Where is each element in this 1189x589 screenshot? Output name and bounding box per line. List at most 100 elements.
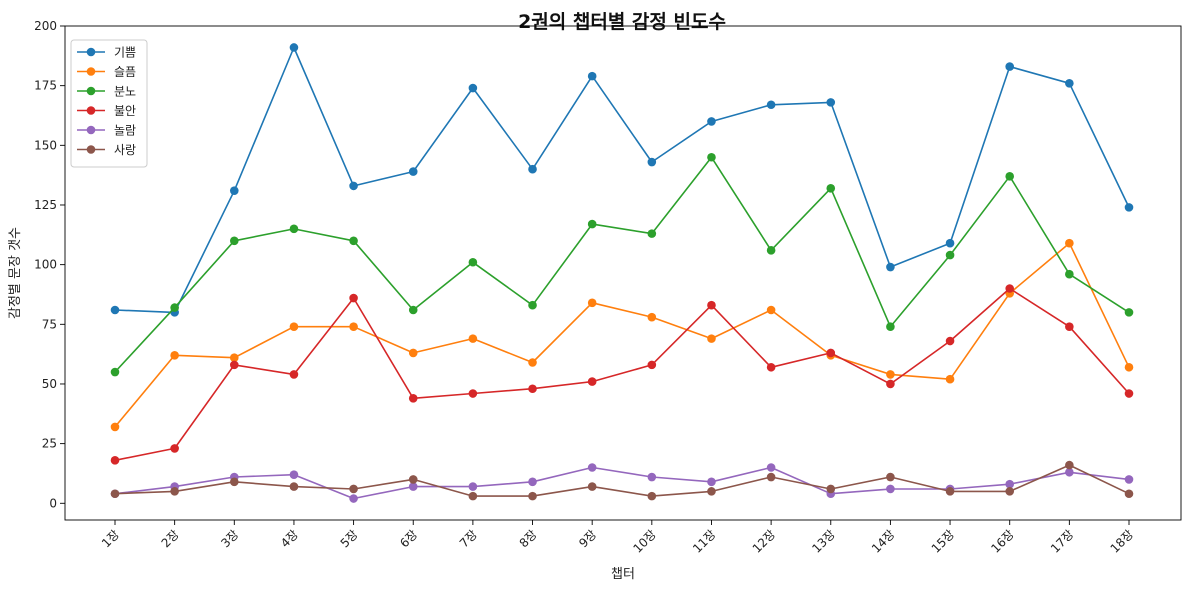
data-point (528, 358, 537, 367)
series-line (114, 287, 1130, 462)
data-point (229, 353, 239, 363)
data-point (289, 224, 299, 234)
data-point (1124, 362, 1134, 372)
data-point (587, 71, 597, 81)
data-point (886, 484, 895, 494)
x-tick-label: 5장 (338, 527, 361, 550)
y-tick-label: 0 (49, 496, 57, 510)
data-point (349, 494, 358, 503)
y-tick-label: 150 (34, 138, 57, 152)
x-axis: 1장 2장 3장 4장 5장 6장 7장 8장 9장 10장 11장 12장 13장 14장 15장 16장 1… (99, 520, 1136, 556)
data-point (408, 482, 418, 491)
data-point (408, 305, 418, 315)
data-point (408, 348, 418, 358)
data-point (647, 360, 657, 370)
data-point (886, 370, 895, 379)
series-1 (110, 43, 1134, 317)
y-tick-label: 75 (42, 317, 57, 331)
x-tick-label: 7장 (457, 527, 480, 550)
data-point (945, 336, 955, 346)
x-axis-label: 챕터 (611, 567, 635, 582)
data-point (289, 322, 299, 331)
y-axis: 0 25 50 75 100 125 150 175 200 (34, 19, 65, 510)
legend-label: 분노 (114, 85, 136, 99)
data-point (945, 487, 955, 496)
data-point (886, 262, 895, 272)
data-point (707, 152, 716, 162)
x-tick-label: 14장 (869, 527, 898, 556)
data-point (886, 322, 895, 331)
data-point (289, 43, 299, 52)
x-tick-label: 3장 (218, 527, 241, 550)
data-point (408, 475, 418, 484)
data-point (349, 322, 358, 331)
legend-marker (86, 145, 96, 154)
data-point (468, 83, 478, 93)
data-point (707, 477, 716, 487)
data-point (170, 303, 179, 312)
series-layer (110, 43, 1134, 503)
data-point (587, 298, 597, 308)
data-point (468, 257, 478, 267)
data-point (1065, 238, 1074, 248)
data-point (826, 348, 836, 358)
legend-label: 슬픔 (114, 65, 136, 79)
data-point (647, 491, 657, 501)
x-tick-label: 18장 (1108, 527, 1137, 556)
data-point (1005, 479, 1015, 489)
data-point (945, 250, 955, 260)
data-point (766, 472, 776, 482)
legend-marker (86, 47, 96, 57)
data-point (1065, 322, 1074, 331)
data-point (647, 229, 657, 238)
y-tick-label: 175 (34, 79, 57, 93)
data-point (1124, 475, 1134, 484)
data-point (468, 482, 478, 491)
data-point (349, 293, 358, 303)
data-point (528, 491, 537, 501)
data-point (408, 393, 418, 403)
data-point (707, 334, 716, 343)
x-tick-label: 15장 (929, 527, 958, 556)
data-point (1124, 308, 1134, 317)
data-point (229, 477, 239, 487)
data-point (587, 463, 597, 472)
data-point (468, 389, 478, 398)
data-point (468, 334, 478, 343)
legend-item: 슬픔 (77, 65, 136, 79)
data-point (1005, 62, 1015, 71)
data-point (528, 300, 537, 310)
x-tick-label: 16장 (988, 527, 1017, 556)
legend-marker (86, 67, 96, 76)
data-point (1065, 269, 1074, 279)
data-point (170, 487, 179, 496)
x-tick-label: 13장 (809, 527, 838, 556)
x-tick-label: 6장 (397, 527, 420, 550)
data-point (528, 384, 537, 394)
data-point (170, 351, 179, 360)
legend-label: 사랑 (114, 143, 136, 157)
data-point (587, 219, 597, 229)
series-line (114, 464, 1130, 497)
series-line (114, 156, 1130, 373)
data-point (1124, 389, 1134, 398)
series-5 (110, 463, 1134, 503)
y-tick-label: 25 (42, 437, 57, 451)
data-point (1065, 467, 1074, 477)
data-point (1005, 487, 1015, 496)
x-tick-label: 1장 (99, 527, 122, 550)
y-tick-label: 50 (42, 377, 57, 391)
legend-item: 기쁨 (77, 46, 136, 60)
data-point (349, 181, 358, 191)
y-tick-label: 100 (34, 258, 57, 272)
data-point (110, 422, 120, 432)
data-point (766, 362, 776, 372)
chart-title: 2권의 챕터별 감정 빈도수 (518, 11, 726, 33)
series-6 (110, 460, 1134, 501)
legend-marker (86, 106, 96, 115)
legend-label: 놀람 (114, 124, 136, 138)
data-point (349, 236, 358, 246)
legend-marker (86, 125, 96, 135)
